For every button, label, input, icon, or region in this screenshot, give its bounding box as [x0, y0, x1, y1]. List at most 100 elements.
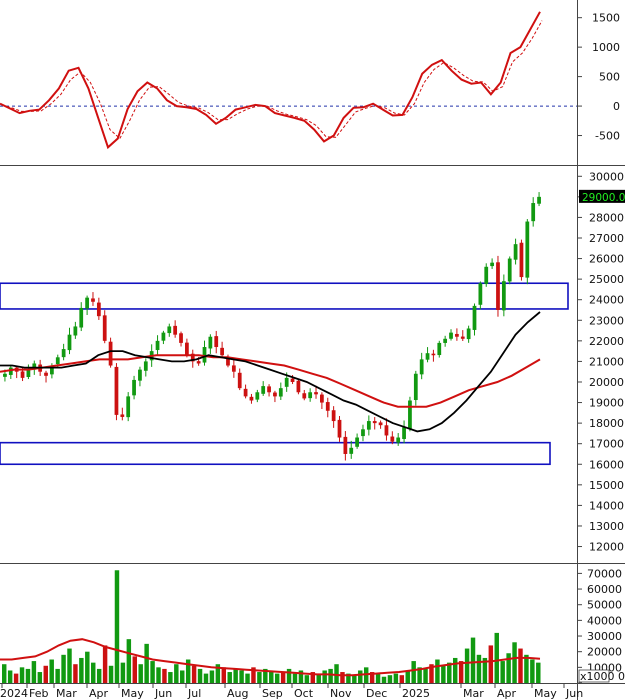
candle	[413, 370, 418, 406]
candle	[91, 292, 95, 306]
candle	[320, 392, 324, 410]
volume-tick-label: 50000	[587, 599, 622, 612]
volume-bar	[304, 675, 310, 683]
candle-body	[255, 392, 260, 400]
volume-bar	[393, 673, 399, 683]
volume-bar	[322, 670, 327, 683]
candle	[155, 335, 160, 356]
volume-bar	[375, 673, 381, 683]
date-tick-label: Sep	[262, 687, 283, 700]
candle-body	[267, 386, 271, 393]
candle	[114, 363, 119, 421]
candle-body	[402, 427, 406, 439]
volume-bar	[536, 662, 541, 683]
candle	[44, 370, 48, 383]
volume-bar	[215, 664, 221, 683]
candle-body	[390, 436, 395, 442]
price-tick-label: 13000	[589, 520, 624, 533]
candle	[73, 321, 78, 339]
resistance-zone-box	[0, 282, 569, 310]
candle-body	[349, 447, 354, 454]
oscillator-y-ticks: -500 0 500 1000 1500	[577, 12, 620, 143]
volume-bar	[263, 668, 268, 683]
candle-body	[408, 400, 412, 429]
volume-bar	[156, 667, 161, 683]
date-tick-label: 2024	[0, 687, 28, 700]
volume-bar	[49, 659, 54, 683]
volume-bar	[174, 664, 179, 683]
candle	[61, 343, 66, 361]
candle-body	[449, 332, 453, 339]
candle-body	[67, 334, 72, 351]
volume-bar	[328, 668, 333, 683]
candle	[85, 295, 89, 315]
price-tick-label: 19000	[589, 397, 624, 410]
candle-body	[443, 338, 448, 343]
candle-body	[519, 242, 524, 278]
candle	[449, 329, 453, 341]
candle	[102, 310, 107, 344]
price-tick-label: 30000	[589, 170, 624, 183]
volume-bar	[162, 668, 167, 683]
candle	[501, 274, 506, 317]
volume-bar	[221, 667, 227, 683]
date-tick-label: May	[121, 687, 144, 700]
candle	[179, 331, 183, 347]
candle-body	[249, 396, 254, 401]
volume-bar	[346, 673, 351, 683]
volume-bar	[488, 645, 494, 683]
volume-bar	[429, 664, 434, 683]
candle-body	[243, 388, 248, 397]
volume-bar	[280, 672, 286, 683]
price-tick-label: 27000	[589, 232, 624, 245]
last-price-box	[579, 189, 625, 203]
candle-body	[314, 392, 318, 395]
price-tick-label: 24000	[589, 294, 624, 307]
candle-body	[26, 369, 31, 378]
volume-bar	[191, 665, 197, 683]
volume-bar	[108, 665, 114, 683]
candle-body	[466, 328, 471, 340]
candle-body	[525, 221, 530, 278]
candle	[208, 334, 213, 354]
price-tick-label: 20000	[589, 376, 624, 389]
candle	[8, 364, 13, 379]
date-tick-label: May	[534, 687, 557, 700]
volume-bar	[13, 673, 19, 683]
candle-body	[490, 262, 494, 267]
volume-bar	[31, 661, 37, 683]
volume-bar	[452, 657, 458, 683]
candle	[490, 258, 494, 269]
last-price-label: 29000.00	[582, 192, 625, 204]
candle	[261, 381, 266, 396]
price-tick-label: 18000	[589, 417, 624, 430]
candle	[96, 297, 101, 320]
volume-bar	[381, 676, 387, 683]
volume-bar	[387, 675, 393, 683]
volume-bar	[269, 670, 274, 683]
candle-body	[190, 353, 195, 362]
candle-body	[366, 421, 371, 430]
date-tick-label: Jun	[565, 687, 583, 700]
candle	[349, 440, 354, 459]
candle	[361, 424, 365, 442]
candle-body	[278, 388, 283, 397]
candle	[120, 407, 125, 421]
volume-bar	[405, 670, 410, 683]
candle-body	[220, 347, 224, 356]
candle-body	[478, 283, 483, 305]
volume-bar	[37, 672, 43, 683]
volume-bar	[494, 632, 499, 683]
volume-bar	[150, 661, 155, 683]
volume-bar	[79, 657, 84, 683]
candle-body	[331, 410, 336, 422]
candle-body	[196, 361, 201, 364]
volume-bar	[470, 637, 476, 683]
volume-unit-box	[578, 669, 610, 683]
candle-body	[91, 298, 95, 302]
candle	[302, 389, 307, 401]
date-tick-label: Mar	[56, 687, 77, 700]
candle-body	[143, 361, 148, 371]
candle-body	[460, 336, 465, 339]
candle	[108, 337, 113, 368]
